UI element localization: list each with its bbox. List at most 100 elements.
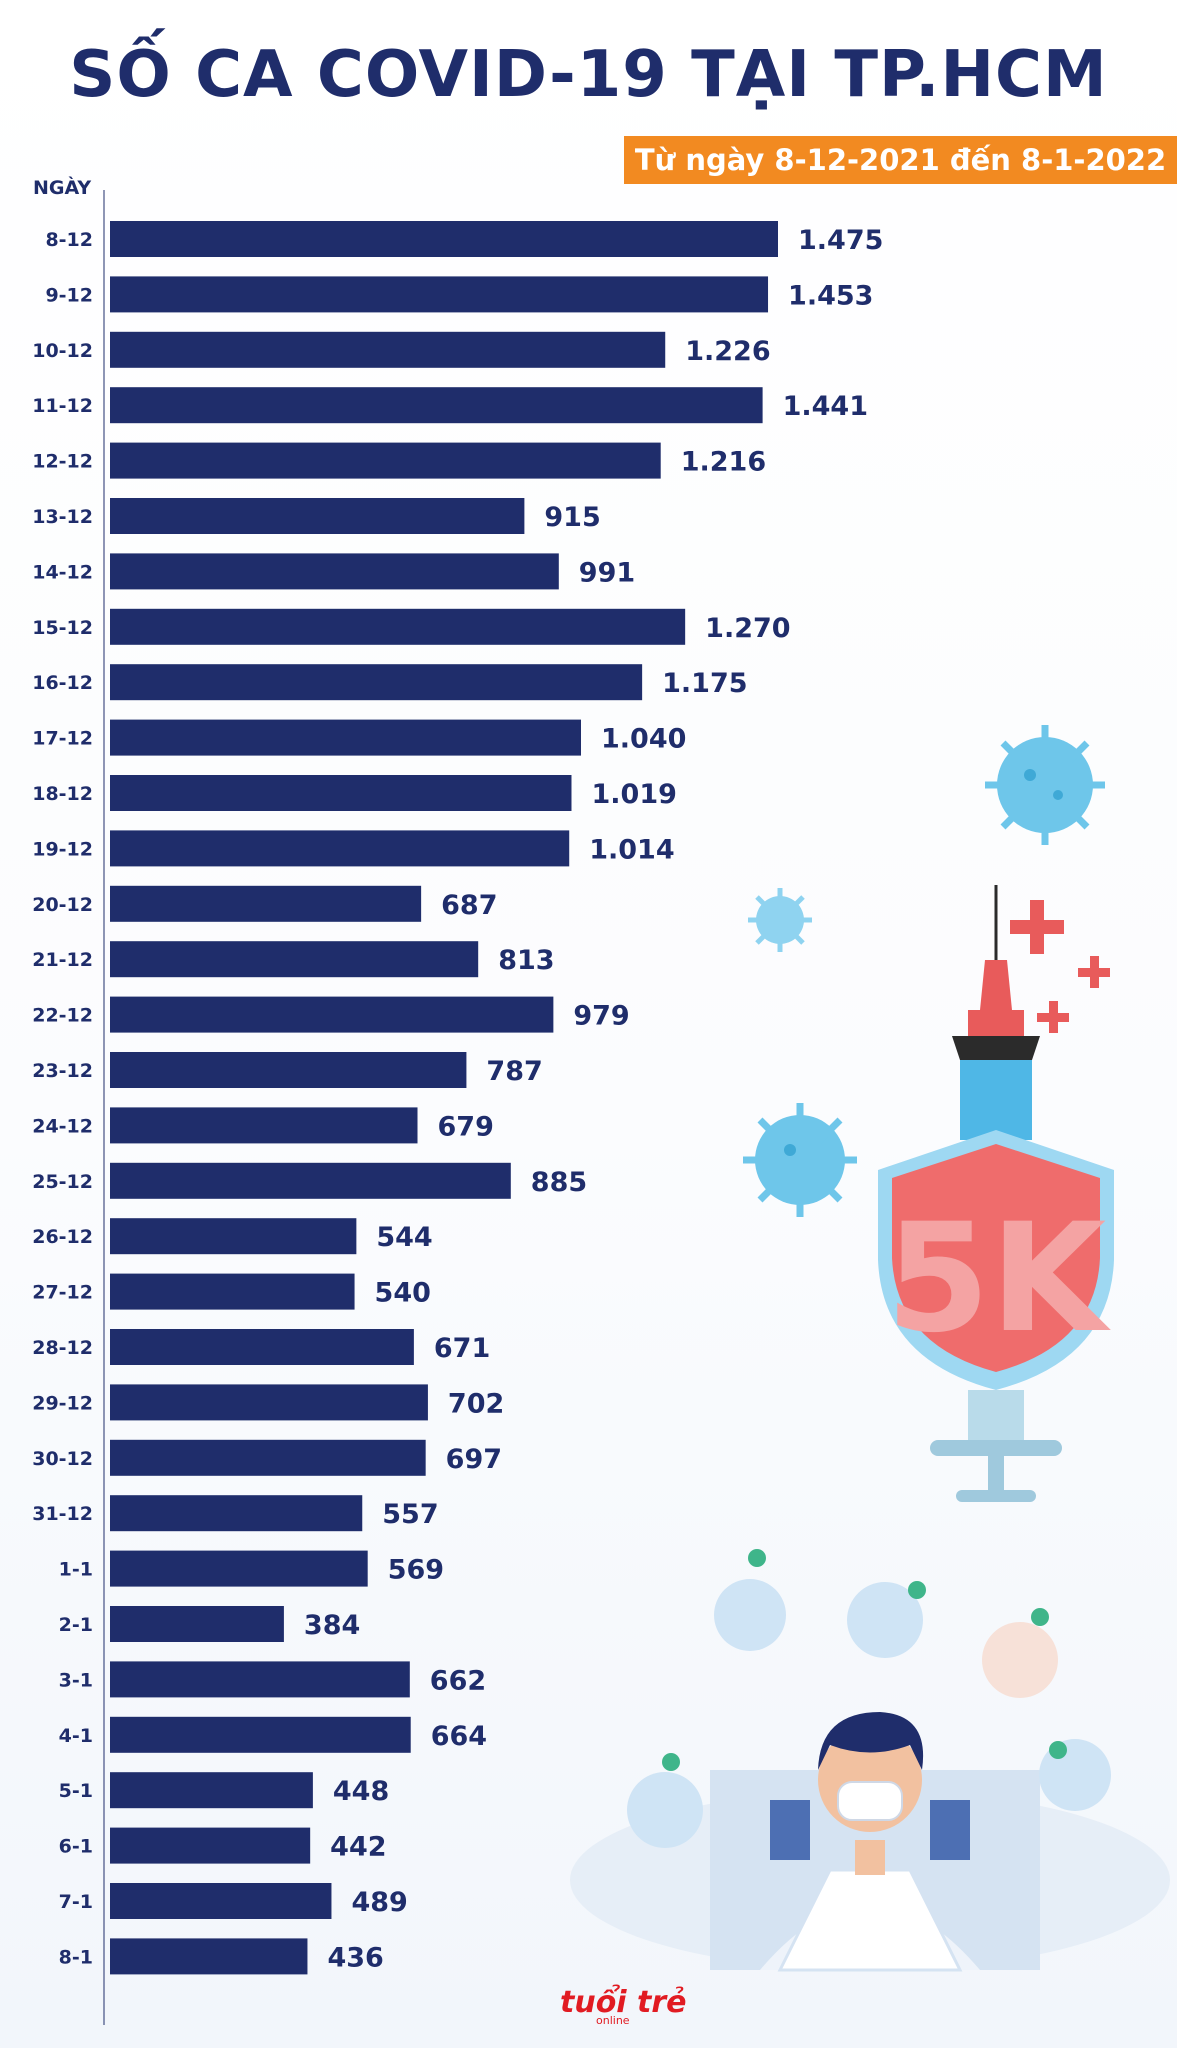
value-label-17-12: 1.040 [601,724,686,755]
category-label-11-12: 11-12 [32,395,93,417]
bar-27-12 [110,1273,355,1310]
bar-24-12 [110,1107,418,1144]
category-label-14-12: 14-12 [32,561,93,583]
bar-20-12 [110,885,422,922]
value-label-28-12: 671 [434,1333,490,1364]
bar-13-12 [110,498,525,534]
category-label-31-12: 31-12 [32,1503,93,1525]
category-label-9-12: 9-12 [45,284,93,306]
category-label-13-12: 13-12 [32,506,93,528]
value-label-24-12: 679 [438,1111,494,1142]
value-label-1-1: 569 [388,1555,444,1586]
value-label-12-12: 1.216 [681,447,766,478]
category-label-1-1: 1-1 [59,1559,93,1581]
category-label-6-1: 6-1 [59,1836,93,1858]
category-label-29-12: 29-12 [32,1392,93,1414]
category-label-30-12: 30-12 [32,1448,93,1470]
bar-3-1 [110,1661,410,1698]
shield-5k-text: 5K [886,1192,1111,1366]
bar-18-12 [110,775,572,811]
value-label-13-12: 915 [544,502,600,533]
plus-icons [1010,900,1110,1033]
bar-2-1 [110,1606,284,1642]
category-label-2-1: 2-1 [59,1614,93,1636]
value-label-26-12: 544 [376,1222,432,1253]
value-label-23-12: 787 [486,1056,542,1087]
category-label-23-12: 23-12 [32,1060,93,1082]
bar-4-1 [110,1716,411,1753]
page-title: SỐ CA COVID-19 TẠI TP.HCM [69,38,1108,112]
value-label-30-12: 697 [446,1444,502,1475]
category-label-25-12: 25-12 [32,1171,93,1193]
value-label-31-12: 557 [382,1499,438,1530]
value-label-9-12: 1.453 [788,280,873,311]
bar-7-1 [110,1883,332,1919]
bar-17-12 [110,719,581,756]
category-label-27-12: 27-12 [32,1282,93,1304]
category-label-28-12: 28-12 [32,1337,93,1359]
value-label-19-12: 1.014 [589,834,674,865]
brand-logo: tuổi trẻ [560,1985,687,2020]
value-label-6-1: 442 [330,1832,386,1863]
bar-6-1 [110,1827,311,1864]
value-label-4-1: 664 [431,1721,487,1752]
category-label-10-12: 10-12 [32,340,93,362]
bar-21-12 [110,941,479,978]
brand-logo-sub: online [596,2014,630,2027]
value-label-8-1: 436 [327,1942,383,1973]
y-axis-label: NGÀY [33,177,92,199]
bar-25-12 [110,1162,511,1199]
bar-12-12 [110,442,661,479]
category-label-26-12: 26-12 [32,1226,93,1248]
bar-8-12 [110,221,778,257]
value-label-3-1: 662 [430,1665,486,1696]
bar-16-12 [110,664,643,701]
bar-14-12 [110,553,559,590]
value-label-15-12: 1.270 [705,613,790,644]
bar-8-1 [110,1938,308,1975]
value-label-7-1: 489 [351,1887,407,1918]
value-label-21-12: 813 [498,945,554,976]
bar-29-12 [110,1384,428,1421]
value-label-25-12: 885 [531,1167,587,1198]
category-label-4-1: 4-1 [59,1725,93,1747]
virus-icon-medium [743,1103,857,1217]
value-label-10-12: 1.226 [685,336,770,367]
doctor-scene-icon [570,1549,1170,1972]
value-label-14-12: 991 [579,557,635,588]
category-label-22-12: 22-12 [32,1005,93,1027]
category-label-19-12: 19-12 [32,838,93,860]
bar-22-12 [110,996,554,1033]
bar-26-12 [110,1218,357,1255]
bar-15-12 [110,608,686,645]
value-label-8-12: 1.475 [798,225,883,256]
category-label-24-12: 24-12 [32,1115,93,1137]
bar-28-12 [110,1329,414,1365]
bar-9-12 [110,276,769,313]
syringe-shield-icon [878,885,1114,1502]
category-label-15-12: 15-12 [32,617,93,639]
category-label-16-12: 16-12 [32,672,93,694]
bar-11-12 [110,387,763,424]
bar-30-12 [110,1439,426,1476]
bar-10-12 [110,331,666,368]
category-label-7-1: 7-1 [59,1891,93,1913]
category-label-18-12: 18-12 [32,783,93,805]
value-label-5-1: 448 [333,1776,389,1807]
category-label-8-12: 8-12 [45,229,93,251]
virus-icon-small [748,888,812,952]
category-label-21-12: 21-12 [32,949,93,971]
category-label-20-12: 20-12 [32,894,93,916]
value-label-20-12: 687 [441,890,497,921]
virus-icon-large [985,725,1105,845]
category-label-3-1: 3-1 [59,1669,93,1691]
value-label-11-12: 1.441 [783,391,868,422]
bar-23-12 [110,1052,467,1088]
value-label-16-12: 1.175 [662,668,747,699]
category-label-8-1: 8-1 [59,1946,93,1968]
bar-5-1 [110,1772,313,1809]
bar-19-12 [110,830,570,867]
